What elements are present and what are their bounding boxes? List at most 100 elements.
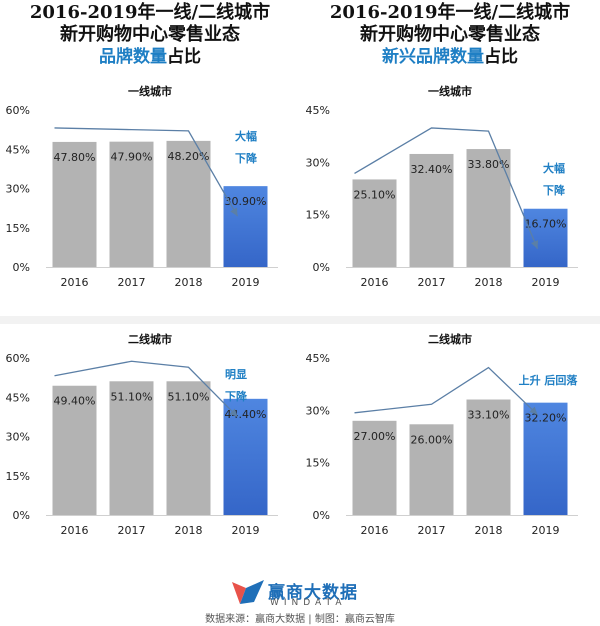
x-tick-label: 2016 [361,524,389,537]
annotation-text: 上升 后回落 [519,373,579,387]
heading-line-2: 新开购物中心零售业态 [60,24,240,45]
chart-tier1-new-brand-share: 一线城市 0% 15% 30% 45% 25.10% 2016 32.40% 2017 33.80… [306,84,578,289]
x-tick-label: 2019 [232,276,260,289]
annotation-text: 下降 [543,183,566,197]
source-note: 数据来源：赢商大数据 | 制图：赢商云智库 [205,614,395,625]
heading-highlight: 新兴品牌数量 [382,47,484,67]
data-label: 51.10% [111,390,153,403]
heading-left: 2016-2019年一线/二线城市 新开购物中心零售业态 品牌数量占比 [0,2,300,68]
annotation-text: 大幅 [235,129,257,143]
windata-logo: 赢商大数据 WINDATA [232,578,382,608]
y-tick-label: 15% [306,457,330,470]
y-tick-label: 45% [306,104,330,117]
bar-2017 [409,424,454,515]
trend-arrow [54,360,238,418]
annotation-text: 下降 [225,389,248,403]
annotation-text: 明显 [225,368,247,381]
bar-2018 [166,381,211,515]
heading-line-3: 品牌数量占比 [0,46,300,68]
x-tick-label: 2018 [475,276,503,289]
data-label: 33.10% [468,409,510,422]
y-tick-label: 15% [6,222,30,235]
bar-2016 [352,420,397,515]
x-tick-label: 2016 [61,524,89,537]
x-tick-label: 2018 [475,524,503,537]
y-tick-label: 30% [306,404,330,417]
x-tick-label: 2017 [418,276,446,289]
y-tick-label: 45% [6,391,30,404]
data-label: 47.90% [111,151,153,164]
trend-arrow [54,127,239,217]
y-tick-label: 30% [6,183,30,196]
data-label: 51.10% [168,390,210,403]
chart-subtitle: 二线城市 [428,332,472,346]
data-label: 32.20% [525,412,567,425]
y-tick-label: 15% [6,470,30,483]
x-tick-label: 2016 [61,276,89,289]
heading-highlight: 品牌数量 [99,47,167,67]
panel-divider [0,316,600,324]
chart-subtitle: 一线城市 [428,84,472,98]
bar-2019 [223,398,268,515]
trend-arrow [354,366,538,416]
y-tick-label: 60% [6,104,30,117]
heading-line-1: 2016-2019年一线/二线城市 [329,2,571,23]
y-tick-label: 0% [313,509,330,522]
chart-subtitle: 二线城市 [128,332,172,346]
chart-tier2-new-brand-share: 二线城市 0% 15% 30% 45% 27.00% 2016 26.00% 2017 33.10… [306,332,579,537]
x-tick-label: 2019 [532,524,560,537]
y-tick-label: 45% [306,352,330,365]
y-tick-label: 0% [13,509,30,522]
x-tick-label: 2018 [175,524,203,537]
bar-2017 [409,153,454,267]
logo-cn-text: 赢商大数据 [268,583,358,603]
y-tick-label: 30% [306,156,330,169]
y-tick-label: 0% [313,261,330,274]
bar-2017 [109,381,154,515]
bar-2018 [166,140,211,267]
data-label: 48.20% [168,150,210,163]
x-tick-label: 2019 [532,276,560,289]
data-label: 16.70% [525,218,567,231]
y-tick-label: 45% [6,143,30,156]
annotation-text: 下降 [235,151,258,165]
bar-2018 [466,399,511,515]
y-tick-label: 60% [6,352,30,365]
heading-tail: 占比 [167,47,201,67]
chart-tier1-share: 一线城市 0% 15% 30% 45% 60% 47.80% 2016 47.90% 2017 48… [6,84,278,289]
annotation-text: 大幅 [543,161,565,175]
bar-2016 [52,141,97,267]
heading-line-2: 新开购物中心零售业态 [360,24,540,45]
bar-2019 [523,208,568,267]
y-tick-label: 15% [306,209,330,222]
x-tick-label: 2017 [118,276,146,289]
logo-en-text: WINDATA [270,598,347,608]
x-tick-label: 2017 [418,524,446,537]
data-label: 49.40% [54,395,96,408]
bar-2018 [466,149,511,267]
data-label: 26.00% [411,433,453,446]
data-label: 25.10% [354,188,396,201]
x-tick-label: 2019 [232,524,260,537]
data-label: 33.80% [468,158,510,171]
heading-line-1: 2016-2019年一线/二线城市 [29,2,271,23]
x-tick-label: 2018 [175,276,203,289]
data-label: 30.90% [225,195,267,208]
bar-2019 [523,402,568,515]
chart-tier2-share: 二线城市 0% 15% 30% 45% 60% 49.40% 2016 51.10% 2017 51… [6,332,278,537]
y-tick-label: 30% [6,431,30,444]
y-tick-label: 0% [13,261,30,274]
heading-right: 2016-2019年一线/二线城市 新开购物中心零售业态 新兴品牌数量占比 [300,2,600,68]
heading-tail: 占比 [484,47,518,67]
bar-2016 [352,179,397,267]
x-tick-label: 2016 [361,276,389,289]
heading-line-3: 新兴品牌数量占比 [300,46,600,68]
bar-2017 [109,141,154,267]
bar-2016 [52,385,97,515]
bar-2019 [223,186,268,267]
data-label: 27.00% [354,430,396,443]
x-tick-label: 2017 [118,524,146,537]
chart-subtitle: 一线城市 [128,84,172,98]
data-label: 32.40% [411,163,453,176]
trend-arrow [354,127,539,249]
